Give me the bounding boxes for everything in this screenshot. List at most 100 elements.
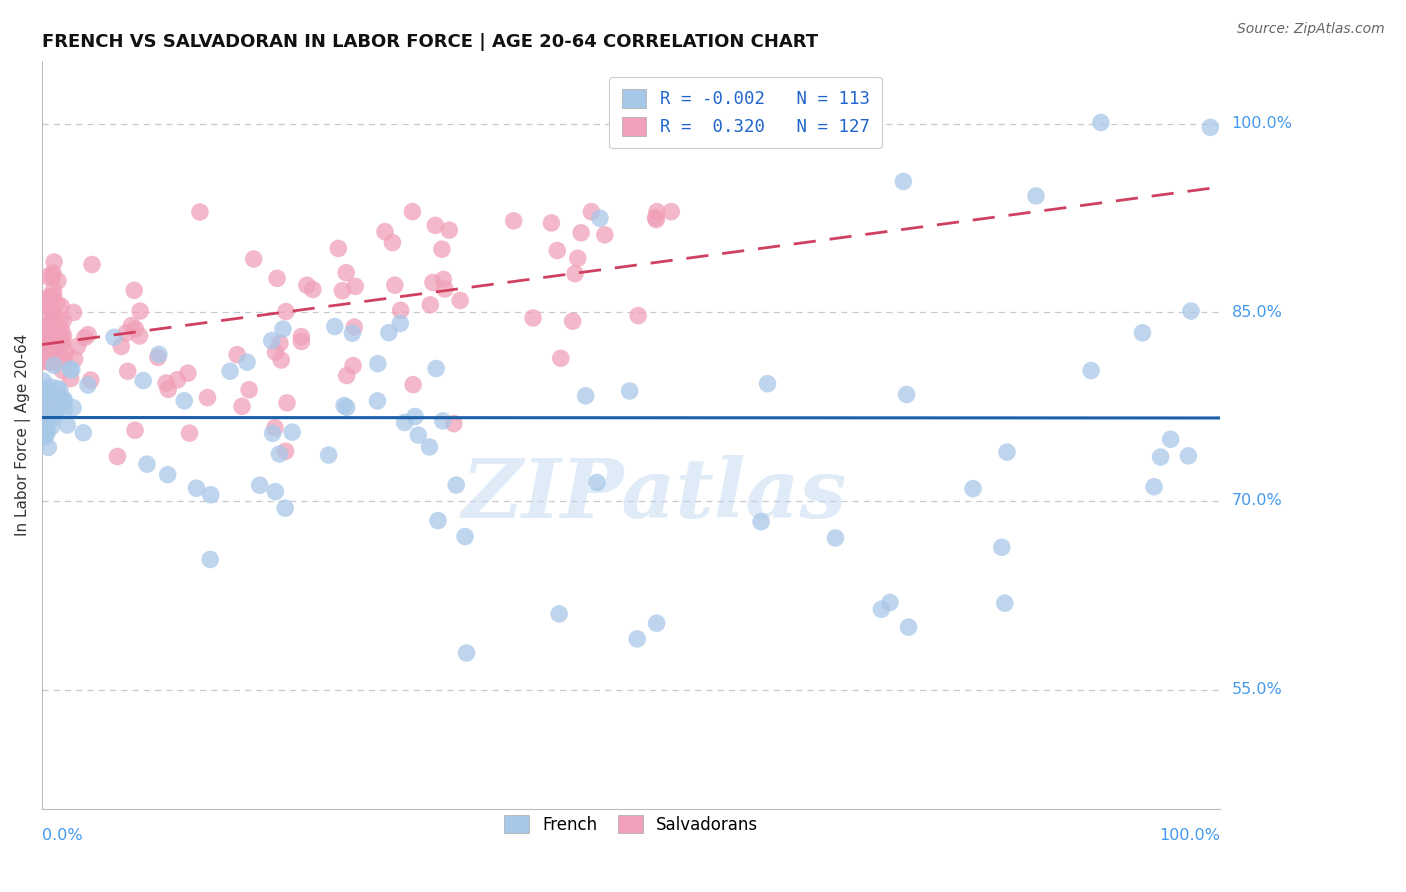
Point bbox=[80, 258, 103, 272]
Point bbox=[51, 324, 73, 338]
Point bbox=[77, 378, 100, 392]
Point bbox=[179, 426, 201, 441]
Point bbox=[1177, 449, 1199, 463]
Point bbox=[238, 383, 260, 397]
Point bbox=[124, 322, 146, 336]
Point bbox=[1132, 326, 1154, 340]
Point bbox=[295, 278, 318, 293]
Point bbox=[569, 226, 592, 240]
Point bbox=[129, 304, 152, 318]
Point bbox=[593, 227, 616, 242]
Point bbox=[34, 324, 56, 338]
Point bbox=[39, 319, 62, 334]
Text: 55.0%: 55.0% bbox=[1232, 682, 1282, 698]
Point bbox=[52, 314, 75, 328]
Point bbox=[548, 607, 571, 621]
Point bbox=[342, 359, 364, 373]
Point bbox=[41, 420, 63, 434]
Point bbox=[45, 348, 67, 362]
Text: 100.0%: 100.0% bbox=[1232, 116, 1292, 131]
Point bbox=[856, 103, 879, 118]
Point bbox=[34, 326, 56, 340]
Point bbox=[619, 384, 641, 398]
Point bbox=[659, 204, 682, 219]
Point bbox=[589, 211, 612, 226]
Point bbox=[32, 403, 55, 417]
Point bbox=[59, 371, 82, 385]
Point bbox=[575, 389, 598, 403]
Point bbox=[1080, 363, 1102, 377]
Point bbox=[44, 410, 66, 425]
Point bbox=[879, 595, 901, 609]
Point bbox=[425, 219, 447, 233]
Point bbox=[35, 392, 58, 406]
Point bbox=[32, 293, 55, 308]
Point bbox=[1199, 120, 1222, 135]
Point bbox=[34, 424, 56, 438]
Point bbox=[991, 541, 1014, 555]
Point bbox=[44, 255, 66, 269]
Point bbox=[425, 361, 447, 376]
Point bbox=[249, 478, 271, 492]
Point bbox=[166, 373, 188, 387]
Point bbox=[374, 225, 396, 239]
Point bbox=[38, 355, 60, 369]
Point bbox=[522, 310, 544, 325]
Point bbox=[270, 353, 292, 368]
Point bbox=[262, 426, 284, 441]
Point bbox=[48, 313, 70, 327]
Point bbox=[389, 317, 412, 331]
Point bbox=[266, 271, 288, 285]
Point bbox=[276, 396, 298, 410]
Point bbox=[32, 417, 55, 431]
Point bbox=[46, 381, 69, 395]
Point bbox=[1025, 189, 1047, 203]
Point bbox=[290, 329, 312, 343]
Point bbox=[586, 475, 609, 490]
Point bbox=[157, 383, 180, 397]
Point bbox=[37, 441, 59, 455]
Point bbox=[107, 450, 129, 464]
Point bbox=[389, 303, 412, 318]
Point bbox=[264, 421, 287, 435]
Point bbox=[318, 448, 340, 462]
Point bbox=[53, 392, 76, 407]
Point bbox=[433, 282, 456, 296]
Point bbox=[219, 364, 242, 378]
Point bbox=[401, 204, 423, 219]
Point bbox=[994, 596, 1017, 610]
Point bbox=[749, 515, 772, 529]
Point bbox=[274, 304, 297, 318]
Point bbox=[63, 352, 86, 367]
Point bbox=[406, 428, 429, 442]
Point bbox=[567, 251, 589, 265]
Point bbox=[302, 283, 325, 297]
Point bbox=[62, 305, 84, 319]
Point bbox=[42, 289, 65, 303]
Point bbox=[335, 266, 357, 280]
Point bbox=[51, 299, 73, 313]
Point bbox=[32, 354, 55, 368]
Text: 85.0%: 85.0% bbox=[1232, 305, 1282, 320]
Point bbox=[46, 401, 69, 416]
Text: 70.0%: 70.0% bbox=[1232, 493, 1282, 508]
Point bbox=[404, 409, 426, 424]
Point bbox=[115, 326, 138, 340]
Point bbox=[32, 413, 55, 427]
Point bbox=[73, 331, 96, 345]
Point bbox=[427, 514, 450, 528]
Point bbox=[644, 211, 666, 225]
Point bbox=[264, 345, 287, 359]
Point bbox=[34, 394, 56, 409]
Point bbox=[402, 377, 425, 392]
Point bbox=[186, 481, 208, 495]
Point bbox=[53, 402, 76, 417]
Point bbox=[34, 430, 56, 444]
Text: FRENCH VS SALVADORAN IN LABOR FORCE | AGE 20-64 CORRELATION CHART: FRENCH VS SALVADORAN IN LABOR FORCE | AG… bbox=[42, 33, 818, 51]
Point bbox=[32, 374, 55, 388]
Point bbox=[45, 297, 67, 311]
Point bbox=[51, 333, 73, 347]
Point bbox=[42, 308, 65, 322]
Point bbox=[995, 445, 1018, 459]
Point bbox=[41, 318, 63, 332]
